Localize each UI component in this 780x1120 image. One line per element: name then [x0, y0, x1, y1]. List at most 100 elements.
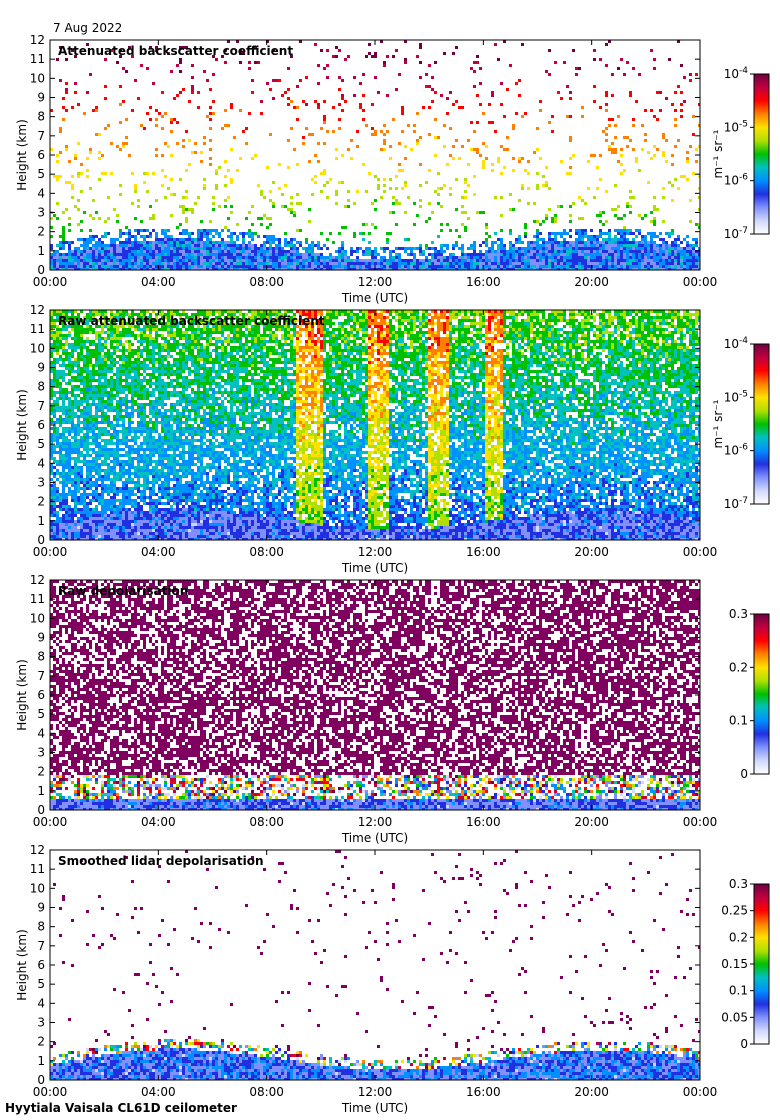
y-tick-label: 3 [37, 476, 45, 490]
colorbar-tick-label: 0.2 [729, 660, 748, 674]
colorbar: 10-4 10-5 10-6 10-7 m⁻¹ sr⁻¹ [711, 66, 770, 241]
colorbar-tick-label: 0 [740, 1037, 748, 1051]
colorbar-tick-label: 10-7 [724, 226, 748, 241]
x-tick-label: 00:00 [33, 815, 68, 829]
y-tick-label: 11 [30, 52, 45, 66]
y-tick-label: 6 [37, 688, 45, 702]
y-tick-label: 8 [37, 380, 45, 394]
colorbar-tick-label: 10-6 [724, 173, 749, 188]
colorbar-tick-label: 10-4 [724, 336, 749, 351]
x-tick-label: 20:00 [574, 275, 609, 289]
x-tick-label: 00:00 [683, 545, 718, 559]
y-tick-label: 11 [30, 592, 45, 606]
site-label: Hyytiala Vaisala CL61D ceilometer [5, 1101, 237, 1115]
y-tick-label: 12 [30, 843, 45, 857]
y-tick-label: 2 [37, 1035, 45, 1049]
colorbar: 0.3 0.2 0.1 0 [729, 607, 770, 781]
y-tick-label: 4 [37, 186, 45, 200]
y-tick-label: 3 [37, 1016, 45, 1030]
x-axis-label: Time (UTC) [341, 831, 408, 845]
plot-area [50, 850, 700, 1080]
x-tick-label: 08:00 [249, 1085, 284, 1099]
x-tick-label: 12:00 [358, 545, 393, 559]
x-tick-label: 12:00 [358, 815, 393, 829]
x-tick-label: 20:00 [574, 815, 609, 829]
colorbar-tick-label: 10-7 [724, 496, 748, 511]
y-tick-label: 6 [37, 418, 45, 432]
heatmap-cells [50, 850, 700, 1080]
y-tick-label: 5 [37, 707, 45, 721]
x-tick-label: 04:00 [141, 815, 176, 829]
x-tick-label: 04:00 [141, 545, 176, 559]
y-tick-label: 12 [30, 573, 45, 587]
y-tick-label: 10 [30, 341, 45, 355]
panel-title: Raw depolarisation [58, 584, 188, 598]
colorbar-tick-label: 0.3 [729, 607, 748, 621]
y-tick-label: 7 [37, 669, 45, 683]
colorbar-bar [753, 613, 770, 775]
x-tick-label: 16:00 [466, 1085, 501, 1099]
y-tick-label: 5 [37, 977, 45, 991]
heatmap-cells [50, 310, 700, 540]
heatmap-cells [50, 40, 700, 270]
x-tick-label: 00:00 [33, 545, 68, 559]
y-tick-label: 4 [37, 726, 45, 740]
y-tick-label: 0 [37, 1073, 45, 1087]
x-axis-label: Time (UTC) [341, 1101, 408, 1115]
colorbar-tick-label: 10-5 [724, 389, 748, 404]
panel-title: Smoothed lidar depolarisation [58, 854, 264, 868]
colorbar-tick-label: 0.3 [729, 877, 748, 891]
y-tick-label: 12 [30, 303, 45, 317]
x-tick-label: 16:00 [466, 815, 501, 829]
y-tick-label: 2 [37, 765, 45, 779]
heatmap-cells [50, 580, 700, 810]
y-tick-label: 7 [37, 399, 45, 413]
colorbar-bar [753, 343, 770, 505]
y-tick-label: 11 [30, 862, 45, 876]
y-tick-label: 10 [30, 611, 45, 625]
plot-area [50, 40, 700, 270]
y-tick-label: 3 [37, 206, 45, 220]
colorbar-unit: m⁻¹ sr⁻¹ [711, 129, 725, 178]
y-tick-label: 1 [37, 514, 45, 528]
y-tick-label: 8 [37, 920, 45, 934]
y-tick-label: 5 [37, 167, 45, 181]
x-tick-label: 16:00 [466, 275, 501, 289]
x-tick-label: 20:00 [574, 1085, 609, 1099]
y-tick-label: 2 [37, 225, 45, 239]
colorbar-tick-label: 0.15 [721, 957, 748, 971]
y-tick-label: 3 [37, 746, 45, 760]
y-tick-label: 6 [37, 148, 45, 162]
y-tick-label: 7 [37, 939, 45, 953]
y-tick-label: 10 [30, 71, 45, 85]
y-tick-label: 10 [30, 881, 45, 895]
y-tick-label: 9 [37, 631, 45, 645]
date-label: 7 Aug 2022 [53, 21, 122, 35]
y-tick-label: 4 [37, 456, 45, 470]
y-tick-label: 9 [37, 361, 45, 375]
x-tick-label: 00:00 [33, 275, 68, 289]
colorbar-tick-label: 10-6 [724, 443, 749, 458]
y-tick-label: 4 [37, 996, 45, 1010]
y-axis-label: Height (km) [15, 929, 29, 1000]
y-axis-label: Height (km) [15, 119, 29, 190]
y-tick-label: 5 [37, 437, 45, 451]
panel-title: Attenuated backscatter coefficient [58, 44, 293, 58]
y-tick-label: 7 [37, 129, 45, 143]
x-tick-label: 08:00 [249, 275, 284, 289]
y-tick-label: 8 [37, 650, 45, 664]
colorbar-tick-label: 0.05 [721, 1010, 748, 1024]
plot-area [50, 580, 700, 810]
y-axis-label: Height (km) [15, 389, 29, 460]
x-tick-label: 20:00 [574, 545, 609, 559]
y-tick-label: 1 [37, 244, 45, 258]
x-axis-label: Time (UTC) [341, 291, 408, 305]
x-tick-label: 04:00 [141, 275, 176, 289]
colorbar: 0.3 0.25 0.2 0.15 0.1 0.05 0 [721, 877, 770, 1051]
x-tick-label: 00:00 [33, 1085, 68, 1099]
y-tick-label: 9 [37, 901, 45, 915]
x-tick-label: 04:00 [141, 1085, 176, 1099]
